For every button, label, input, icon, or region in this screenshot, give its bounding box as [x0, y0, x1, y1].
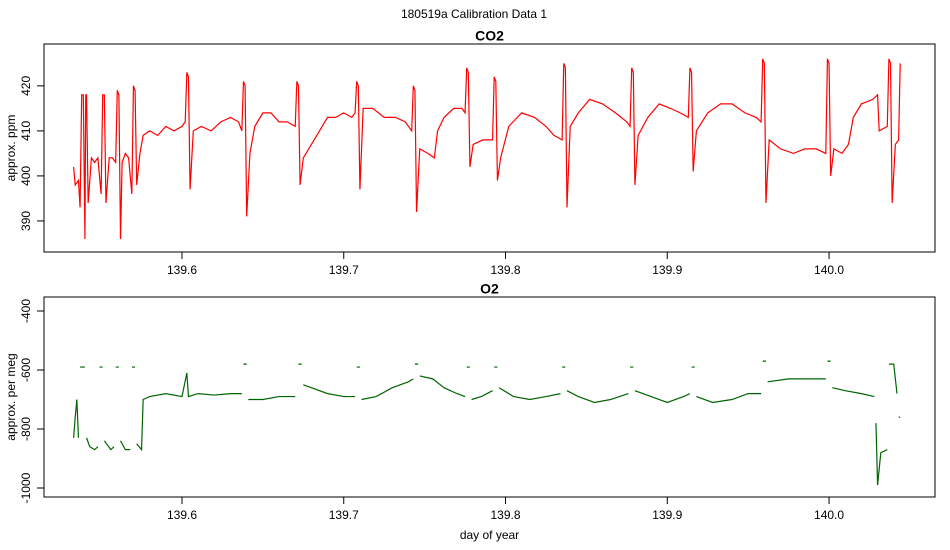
- x-tick-label: 139.6: [167, 263, 197, 277]
- x-tick-label: 139.9: [652, 263, 682, 277]
- x-tick-label: 139.8: [490, 508, 520, 522]
- y-axis-label: approx. per meg: [4, 353, 18, 440]
- y-axis-label: approx. ppm: [4, 115, 18, 182]
- x-tick-label: 139.6: [167, 508, 197, 522]
- page-title: 180519a Calibration Data 1: [401, 7, 547, 21]
- y-tick-label: -800: [19, 417, 33, 441]
- y-tick-label: 390: [19, 211, 33, 231]
- data-line: [73, 58, 901, 239]
- y-tick-label: 400: [19, 166, 33, 186]
- panel-title: CO2: [475, 28, 504, 44]
- plot-frame: [43, 43, 936, 253]
- y-tick-label: -400: [19, 299, 33, 323]
- x-axis-label: day of year: [460, 528, 519, 542]
- x-tick-label: 139.9: [652, 508, 682, 522]
- data-line: [73, 360, 901, 486]
- x-tick-label: 139.7: [329, 508, 359, 522]
- y-tick-label: 420: [19, 76, 33, 96]
- y-tick-label: 410: [19, 121, 33, 141]
- plot-frame: [43, 296, 936, 498]
- y-tick-label: -600: [19, 358, 33, 382]
- x-tick-label: 139.8: [490, 263, 520, 277]
- y-tick-label: -1000: [19, 472, 33, 503]
- x-tick-label: 140.0: [814, 263, 844, 277]
- x-tick-label: 139.7: [329, 263, 359, 277]
- panel-title: O2: [480, 281, 499, 297]
- x-tick-label: 140.0: [814, 508, 844, 522]
